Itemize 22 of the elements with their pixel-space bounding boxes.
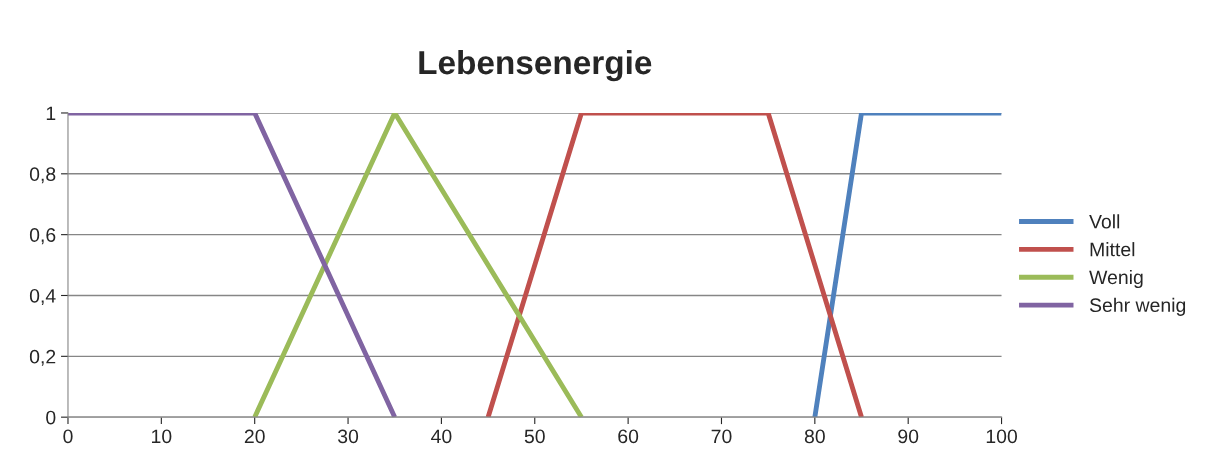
legend-label: Voll — [1089, 214, 1120, 229]
x-tick-label: 50 — [524, 429, 545, 444]
y-tick-label: 0,8 — [29, 167, 56, 184]
y-tick-label: 0,4 — [29, 288, 56, 306]
y-tick-label: 1 — [46, 106, 56, 121]
x-tick-label: 20 — [244, 429, 265, 444]
x-tick-label: 40 — [431, 429, 452, 444]
x-tick-label: 70 — [711, 429, 732, 444]
x-tick-label: 90 — [898, 429, 919, 444]
x-tick-label: 10 — [152, 429, 172, 444]
legend-label: Sehr wenig — [1089, 297, 1186, 316]
x-tick-label: 100 — [986, 429, 1018, 444]
legend-label: Mittel — [1090, 242, 1135, 257]
x-tick-label: 0 — [63, 429, 73, 444]
x-tick-label: 80 — [804, 429, 825, 444]
y-tick-label: 0,2 — [29, 349, 56, 366]
chart-title: Lebensenergie — [419, 49, 652, 82]
y-tick-label: 0,6 — [29, 228, 56, 245]
y-tick-label: 0 — [46, 410, 56, 425]
x-tick-label: 60 — [618, 429, 639, 444]
legend-label: Wenig — [1089, 269, 1143, 289]
x-tick-label: 30 — [337, 429, 359, 444]
